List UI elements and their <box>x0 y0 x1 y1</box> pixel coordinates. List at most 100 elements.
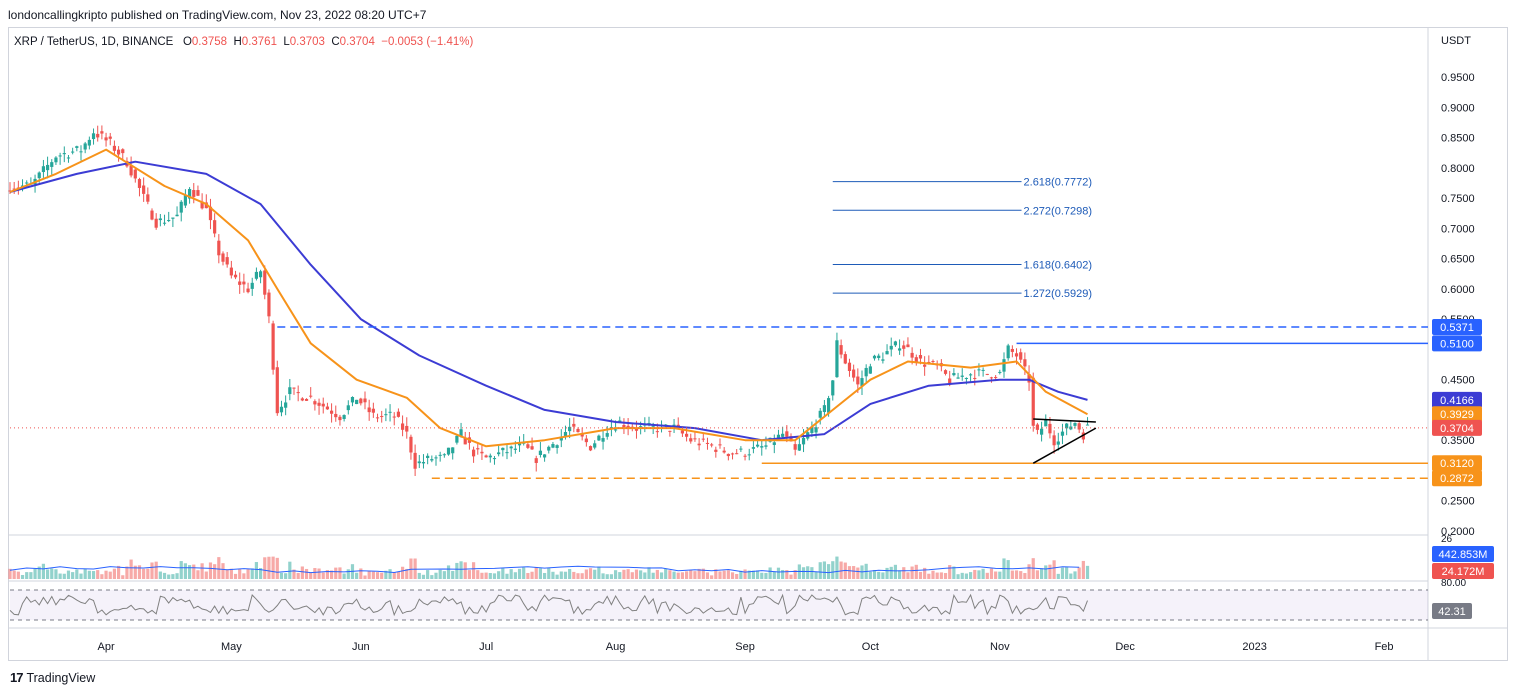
y-tick-label: 0.8000 <box>1441 163 1475 175</box>
candle-body <box>735 453 739 455</box>
volume-bar <box>576 573 580 579</box>
candle-body <box>492 458 497 460</box>
volume-bar <box>434 572 438 579</box>
candle-body <box>973 377 977 379</box>
candle-body <box>196 190 200 196</box>
tradingview-logo[interactable]: 17 TradingView <box>10 670 95 685</box>
candle-body <box>1002 359 1006 372</box>
candle-body <box>25 182 29 184</box>
volume-bar <box>914 564 918 579</box>
volume-bar <box>505 573 509 579</box>
candle-body <box>760 446 764 448</box>
volume-bar <box>513 572 517 579</box>
volume-bar <box>701 568 705 579</box>
candle-body <box>613 429 618 431</box>
candle-body <box>1052 435 1056 446</box>
volume-bar <box>764 572 768 579</box>
volume-bar <box>271 556 275 579</box>
candle-body <box>292 387 296 389</box>
volume-bar <box>1023 573 1027 579</box>
candle-body <box>284 402 288 408</box>
x-tick-label: Oct <box>862 641 879 653</box>
candle-body <box>964 377 969 379</box>
volume-bar <box>254 562 259 579</box>
volume-bar <box>559 571 563 579</box>
volume-bar <box>405 568 409 579</box>
volume-bar <box>672 571 676 579</box>
volume-bar <box>952 566 956 579</box>
candle-body <box>902 345 906 349</box>
volume-bar <box>964 573 969 579</box>
candle-body <box>764 445 768 447</box>
volume-bar <box>150 562 154 579</box>
candle-body <box>751 447 756 449</box>
volume-bar <box>530 571 534 579</box>
candle-body <box>258 271 263 278</box>
volume-bar <box>889 566 893 579</box>
volume-bar <box>931 570 935 579</box>
candle-body <box>526 444 530 448</box>
candle-body <box>430 459 434 461</box>
candle-body <box>238 281 242 285</box>
volume-bar <box>726 570 730 579</box>
volume-bar <box>342 573 346 579</box>
symbol-legend: XRP / TetherUS, 1D, BINANCE O0.3758 H0.3… <box>14 36 473 48</box>
candle-body <box>1065 423 1069 429</box>
candle-body <box>705 442 710 444</box>
tradingview-brand: TradingView <box>26 670 96 685</box>
volume-bar <box>1035 570 1040 579</box>
volume-bar <box>396 571 401 579</box>
volume-bar <box>363 575 367 579</box>
volume-bar <box>1081 560 1085 579</box>
volume-bar <box>551 571 555 579</box>
volume-tag <box>1432 563 1494 579</box>
candle-body <box>66 157 71 159</box>
volume-ma-value: 442.853M <box>1439 549 1488 561</box>
volume-bar <box>781 569 785 579</box>
volume-bar <box>743 569 747 579</box>
candle-body <box>743 455 747 457</box>
candle-body <box>288 387 292 395</box>
volume-bar <box>1044 565 1048 579</box>
volume-bar <box>639 570 643 579</box>
candle-body <box>455 435 459 443</box>
candle-body <box>451 447 455 454</box>
volume-bar <box>183 563 188 579</box>
volume-bar <box>75 569 79 579</box>
volume-bar <box>1019 571 1023 579</box>
triangle-lower-line <box>1032 427 1097 464</box>
volume-bar <box>943 573 948 579</box>
volume-bar <box>772 571 776 579</box>
volume-bar <box>872 569 877 579</box>
volume-bar <box>279 572 284 579</box>
x-tick-label: Jul <box>479 641 493 653</box>
candle-body <box>200 201 204 209</box>
candle-body <box>104 137 108 141</box>
volume-bar <box>977 570 981 579</box>
volume-bar <box>367 570 371 579</box>
volume-bar <box>338 567 342 579</box>
volume-bar <box>292 569 296 579</box>
candle-body <box>45 164 50 171</box>
candle-body <box>183 195 188 206</box>
volume-bar <box>12 570 16 579</box>
volume-bar <box>25 572 29 579</box>
volume-bar <box>116 565 121 579</box>
candle-body <box>54 157 58 163</box>
candle-body <box>71 151 75 153</box>
volume-bar <box>204 571 208 579</box>
candle-body <box>906 344 910 348</box>
level-tag-label: 0.2872 <box>1440 473 1474 485</box>
candle-body <box>325 406 330 410</box>
volume-bar <box>973 569 977 579</box>
volume-bar <box>785 570 789 579</box>
volume-bar <box>233 573 238 579</box>
volume-bar <box>609 574 614 579</box>
rsi-tag <box>1432 603 1472 619</box>
candle-body <box>208 206 213 221</box>
y-tick-label: 0.6000 <box>1441 284 1475 296</box>
symbol-name[interactable]: XRP / TetherUS, 1D, BINANCE <box>14 36 174 48</box>
volume-bar <box>275 557 279 579</box>
volume-bar <box>710 575 714 579</box>
